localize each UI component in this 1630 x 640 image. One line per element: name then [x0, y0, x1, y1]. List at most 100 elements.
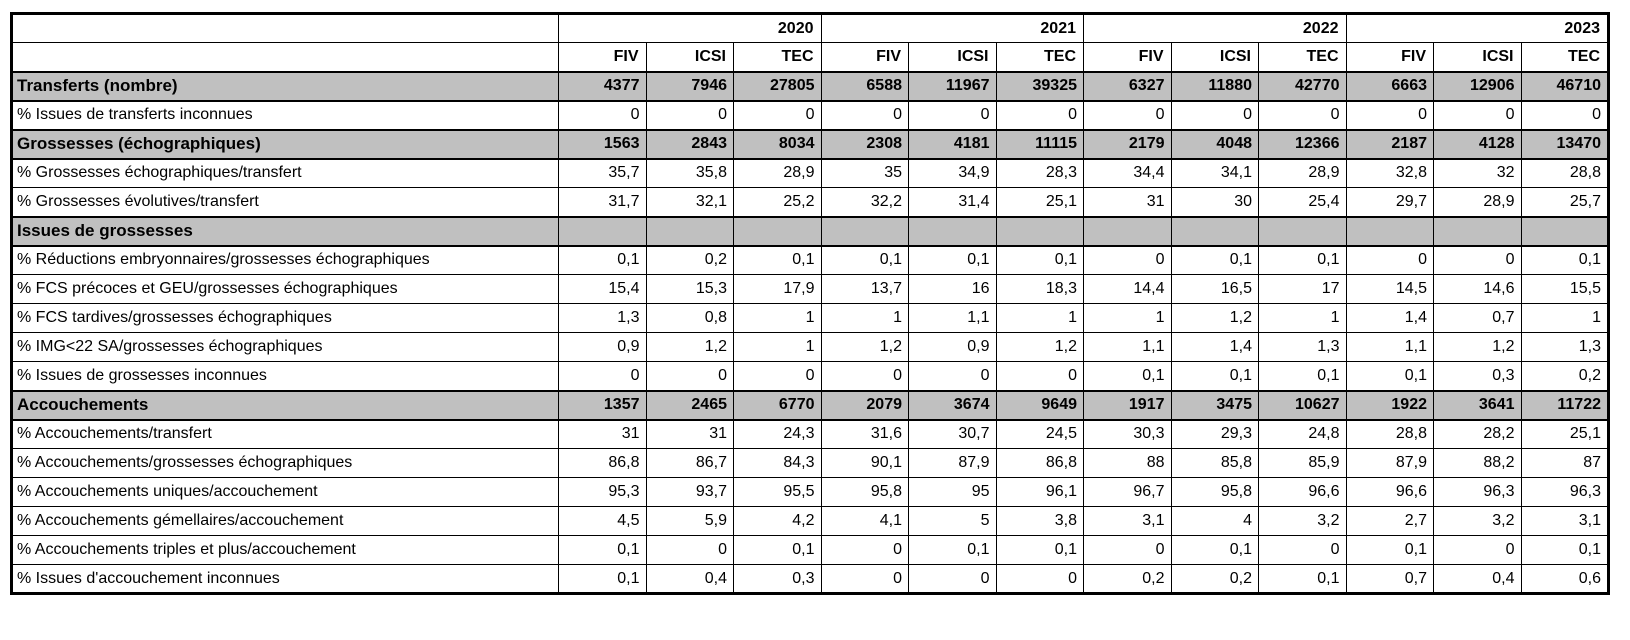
table-row: % FCS précoces et GEU/grossesses échogra… — [11, 274, 1609, 304]
value-cell: 0,1 — [558, 535, 647, 565]
value-cell: 0,1 — [995, 535, 1084, 565]
value-cell: 86,7 — [645, 448, 734, 478]
value-cell: 1357 — [558, 389, 647, 421]
value-cell: 29,7 — [1345, 187, 1434, 217]
value-cell: 96,3 — [1433, 477, 1522, 507]
method-header-icsi: ICSI — [1433, 42, 1522, 72]
value-cell: 96,1 — [995, 477, 1084, 507]
value-cell — [1520, 215, 1609, 247]
value-cell: 1,3 — [1520, 332, 1609, 362]
value-cell: 0,1 — [1258, 245, 1347, 275]
value-cell: 24,3 — [733, 419, 822, 449]
value-cell: 2843 — [645, 128, 734, 160]
value-cell: 84,3 — [733, 448, 822, 478]
value-cell: 0 — [645, 361, 734, 391]
value-cell: 0,3 — [1433, 361, 1522, 391]
value-cell: 3,1 — [1083, 506, 1172, 536]
table-row: % Issues de transferts inconnues 0 0 0 0 0 0 0 0… — [11, 100, 1609, 130]
value-cell: 4128 — [1433, 128, 1522, 160]
corner-cell — [11, 13, 559, 43]
row-label: % FCS précoces et GEU/grossesses échogra… — [11, 274, 559, 304]
value-cell: 2465 — [645, 389, 734, 421]
value-cell: 6663 — [1345, 70, 1434, 102]
value-cell: 0,7 — [1345, 564, 1434, 594]
value-cell: 2179 — [1083, 128, 1172, 160]
value-cell: 3475 — [1170, 389, 1259, 421]
value-cell: 35,7 — [558, 158, 647, 188]
amp-results-table: 2020 2021 2022 2023 FIV ICSI TEC FIV ICS… — [10, 12, 1610, 595]
value-cell — [645, 215, 734, 247]
value-cell: 5 — [908, 506, 997, 536]
row-label: % Accouchements/grossesses échographique… — [11, 448, 559, 478]
method-header-row: FIV ICSI TEC FIV ICSI TEC FIV ICSI TEC F… — [11, 42, 1609, 72]
value-cell: 32,2 — [820, 187, 909, 217]
value-cell: 0 — [995, 361, 1084, 391]
value-cell: 1,2 — [820, 332, 909, 362]
table-row: % IMG<22 SA/grossesses échographiques 0,9… — [11, 332, 1609, 362]
value-cell: 0,6 — [1520, 564, 1609, 594]
value-cell: 0,1 — [1258, 361, 1347, 391]
value-cell: 3,8 — [995, 506, 1084, 536]
value-cell: 0 — [558, 361, 647, 391]
value-cell: 30,3 — [1083, 419, 1172, 449]
value-cell: 28,3 — [995, 158, 1084, 188]
value-cell: 25,2 — [733, 187, 822, 217]
value-cell: 2079 — [820, 389, 909, 421]
value-cell — [908, 215, 997, 247]
table-row: % Grossesses évolutives/transfert 31,7 32,… — [11, 187, 1609, 217]
value-cell: 0 — [1345, 100, 1434, 130]
value-cell: 0,9 — [908, 332, 997, 362]
value-cell: 0 — [645, 535, 734, 565]
value-cell: 87 — [1520, 448, 1609, 478]
value-cell: 6588 — [820, 70, 909, 102]
row-label: % Accouchements uniques/accouchement — [11, 477, 559, 507]
row-label: % Grossesses évolutives/transfert — [11, 187, 559, 217]
value-cell: 0 — [820, 535, 909, 565]
value-cell: 31 — [1083, 187, 1172, 217]
year-header-2021: 2021 — [820, 13, 1084, 43]
value-cell: 4,5 — [558, 506, 647, 536]
value-cell: 1 — [1258, 303, 1347, 333]
value-cell: 30,7 — [908, 419, 997, 449]
value-cell: 95,8 — [1170, 477, 1259, 507]
value-cell: 95,8 — [820, 477, 909, 507]
value-cell: 0,2 — [645, 245, 734, 275]
method-header-tec: TEC — [1258, 42, 1347, 72]
section-row: Accouchements 1357 2465 6770 2079 3674 9649 191… — [11, 389, 1609, 421]
value-cell: 4181 — [908, 128, 997, 160]
value-cell: 1,3 — [1258, 332, 1347, 362]
value-cell: 0,1 — [558, 564, 647, 594]
year-header-row: 2020 2021 2022 2023 — [11, 13, 1609, 43]
table-row: % FCS tardives/grossesses échographiques… — [11, 303, 1609, 333]
value-cell: 0,1 — [1520, 245, 1609, 275]
value-cell: 0,1 — [908, 245, 997, 275]
value-cell: 88,2 — [1433, 448, 1522, 478]
value-cell: 31 — [558, 419, 647, 449]
value-cell: 0 — [558, 100, 647, 130]
section-row: Transferts (nombre) 4377 7946 27805 6588 1196… — [11, 70, 1609, 102]
value-cell: 87,9 — [908, 448, 997, 478]
value-cell: 11115 — [995, 128, 1084, 160]
value-cell: 96,3 — [1520, 477, 1609, 507]
value-cell: 3,2 — [1433, 506, 1522, 536]
value-cell: 0,3 — [733, 564, 822, 594]
value-cell: 2187 — [1345, 128, 1434, 160]
value-cell: 8034 — [733, 128, 822, 160]
value-cell: 0,4 — [1433, 564, 1522, 594]
value-cell: 0 — [1433, 100, 1522, 130]
value-cell: 87,9 — [1345, 448, 1434, 478]
value-cell: 1 — [820, 303, 909, 333]
row-label: % Issues d'accouchement inconnues — [11, 564, 559, 594]
value-cell: 0 — [820, 564, 909, 594]
value-cell: 4,2 — [733, 506, 822, 536]
row-label: % Accouchements/transfert — [11, 419, 559, 449]
row-label: % Accouchements gémellaires/accouchement — [11, 506, 559, 536]
value-cell — [558, 215, 647, 247]
value-cell: 16 — [908, 274, 997, 304]
row-label: Accouchements — [11, 389, 559, 421]
method-header-fiv: FIV — [1345, 42, 1434, 72]
value-cell: 96,6 — [1258, 477, 1347, 507]
value-cell: 0 — [995, 100, 1084, 130]
value-cell: 0 — [820, 100, 909, 130]
value-cell: 2,7 — [1345, 506, 1434, 536]
